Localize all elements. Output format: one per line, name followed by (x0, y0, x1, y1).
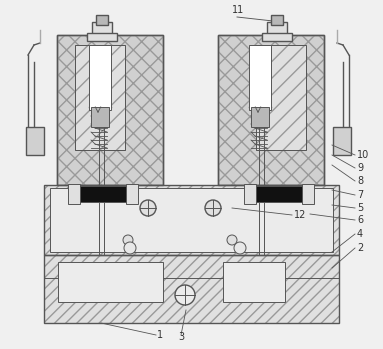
Text: 12: 12 (294, 210, 306, 220)
Bar (244, 184, 256, 204)
Circle shape (234, 242, 246, 254)
Bar (126, 184, 138, 204)
Text: 7: 7 (357, 190, 363, 200)
Bar (271, 15, 283, 25)
Text: 8: 8 (357, 176, 363, 186)
Text: 4: 4 (357, 229, 363, 239)
Text: 10: 10 (357, 150, 369, 160)
Bar (44, 185, 339, 255)
Bar (256, 45, 306, 150)
Bar (218, 35, 324, 185)
Bar (77, 186, 127, 202)
Bar (92, 22, 112, 36)
Bar (218, 35, 324, 185)
Bar (262, 33, 292, 41)
Bar (26, 127, 44, 155)
Circle shape (140, 200, 156, 216)
Bar (57, 35, 163, 185)
Text: 6: 6 (357, 215, 363, 225)
Bar (256, 45, 306, 150)
Bar (75, 45, 125, 150)
Bar (218, 35, 324, 185)
Bar (58, 262, 163, 302)
Bar (57, 35, 163, 185)
Bar (91, 107, 109, 127)
Text: 11: 11 (232, 5, 244, 15)
Circle shape (227, 235, 237, 245)
Text: 1: 1 (157, 330, 163, 340)
Bar (251, 107, 269, 127)
Circle shape (175, 285, 195, 305)
Bar (44, 185, 339, 255)
Bar (249, 45, 271, 110)
Bar (267, 22, 287, 36)
Bar (333, 127, 351, 155)
Text: 5: 5 (357, 203, 363, 213)
Bar (44, 255, 339, 323)
Bar (253, 186, 303, 202)
Bar (96, 15, 108, 25)
Text: 9: 9 (357, 163, 363, 173)
Circle shape (124, 242, 136, 254)
Bar (50, 188, 333, 252)
Text: 2: 2 (357, 243, 363, 253)
Circle shape (205, 200, 221, 216)
Bar (44, 255, 339, 323)
Bar (68, 184, 80, 204)
Bar (57, 35, 163, 185)
Bar (75, 45, 125, 150)
Bar (87, 33, 117, 41)
Bar (89, 45, 111, 110)
Circle shape (123, 235, 133, 245)
Bar (302, 184, 314, 204)
Text: 3: 3 (178, 332, 184, 342)
Bar (223, 262, 285, 302)
